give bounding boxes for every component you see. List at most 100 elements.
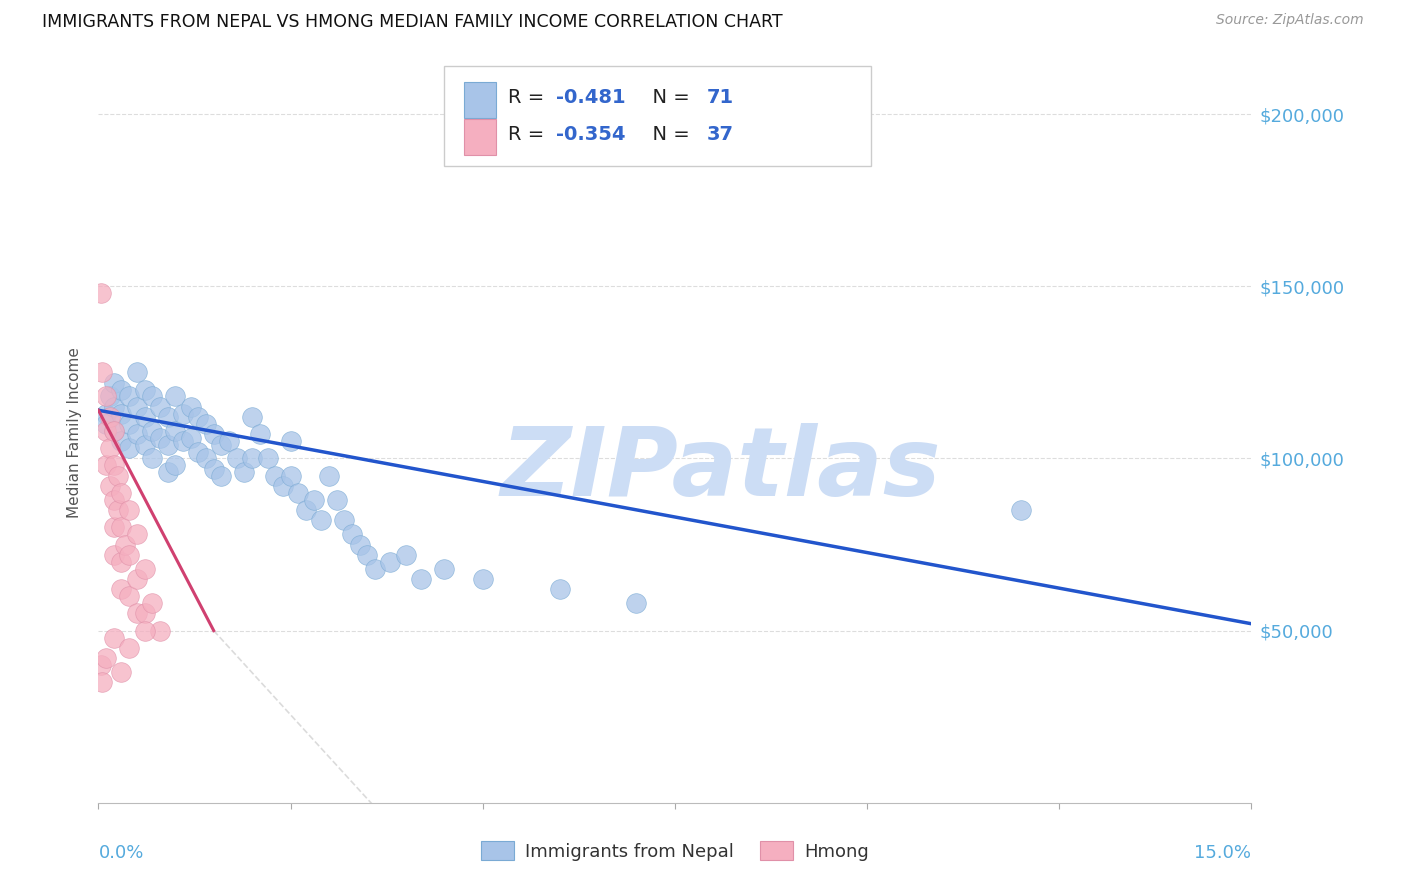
Point (103, 376, 125, 390)
Point (103, 631, 125, 645)
Point (165, 424, 187, 438)
Point (110, 582, 132, 597)
Point (249, 427, 271, 442)
Point (118, 389, 141, 403)
Point (187, 410, 209, 425)
Point (172, 434, 194, 449)
Point (90, 658, 112, 673)
Point (548, 582, 571, 597)
Point (118, 417, 141, 431)
Point (165, 389, 187, 403)
Point (325, 492, 347, 507)
Point (90, 286, 112, 301)
Point (202, 462, 225, 476)
Text: R =: R = (508, 88, 550, 107)
Point (94, 407, 117, 421)
Point (380, 555, 402, 569)
Point (149, 624, 172, 638)
Point (110, 383, 132, 397)
Point (165, 458, 187, 473)
Point (356, 548, 378, 562)
Point (433, 561, 456, 575)
Point (240, 451, 263, 466)
Point (107, 503, 129, 517)
Point (626, 596, 648, 610)
Point (134, 624, 156, 638)
Text: ZIPatlas: ZIPatlas (501, 423, 941, 516)
Point (107, 468, 129, 483)
Point (209, 438, 232, 452)
Point (103, 520, 125, 534)
Point (271, 479, 294, 493)
Point (340, 527, 363, 541)
Point (98, 441, 121, 455)
Point (118, 548, 141, 562)
Point (94, 458, 117, 473)
Point (218, 434, 240, 449)
Point (333, 513, 356, 527)
Point (94, 389, 117, 403)
Point (225, 451, 247, 466)
Point (264, 468, 287, 483)
Text: 15.0%: 15.0% (1194, 845, 1251, 863)
Point (110, 555, 132, 569)
Point (103, 424, 125, 438)
FancyBboxPatch shape (464, 120, 496, 155)
Point (118, 640, 141, 655)
Point (172, 407, 194, 421)
Point (134, 410, 156, 425)
Text: 0.0%: 0.0% (98, 845, 143, 863)
Point (141, 424, 163, 438)
Point (103, 400, 125, 414)
Point (240, 410, 263, 425)
Point (471, 572, 494, 586)
Point (98, 410, 121, 425)
Point (98, 389, 121, 403)
Point (125, 365, 148, 379)
Point (156, 465, 179, 479)
FancyBboxPatch shape (464, 82, 496, 118)
Point (125, 400, 148, 414)
Point (149, 400, 172, 414)
Text: 71: 71 (707, 88, 734, 107)
Point (180, 431, 202, 445)
Legend: Immigrants from Nepal, Hmong: Immigrants from Nepal, Hmong (474, 834, 876, 868)
Point (94, 651, 117, 665)
Point (156, 438, 179, 452)
Point (195, 417, 218, 431)
Point (280, 468, 302, 483)
Point (134, 607, 156, 621)
Point (125, 607, 148, 621)
Point (98, 479, 121, 493)
Point (187, 444, 209, 458)
Point (94, 424, 117, 438)
Text: -0.354: -0.354 (557, 126, 626, 145)
Point (103, 548, 125, 562)
Point (149, 431, 172, 445)
Point (349, 537, 371, 551)
Text: R =: R = (508, 126, 550, 145)
Point (364, 561, 387, 575)
Point (110, 434, 132, 449)
Point (110, 520, 132, 534)
Point (114, 537, 136, 551)
Point (202, 427, 225, 442)
Point (134, 438, 156, 452)
Point (280, 434, 302, 449)
Point (118, 589, 141, 603)
Point (256, 451, 278, 466)
Point (287, 486, 309, 500)
Point (118, 503, 141, 517)
Point (141, 389, 163, 403)
Point (91, 675, 114, 690)
Point (141, 451, 163, 466)
Point (134, 561, 156, 575)
Text: Source: ZipAtlas.com: Source: ZipAtlas.com (1216, 13, 1364, 28)
Point (110, 407, 132, 421)
Y-axis label: Median Family Income: Median Family Income (67, 347, 83, 518)
Text: N =: N = (640, 88, 696, 107)
Point (103, 424, 125, 438)
Point (233, 465, 256, 479)
Point (94, 417, 117, 431)
Point (125, 572, 148, 586)
